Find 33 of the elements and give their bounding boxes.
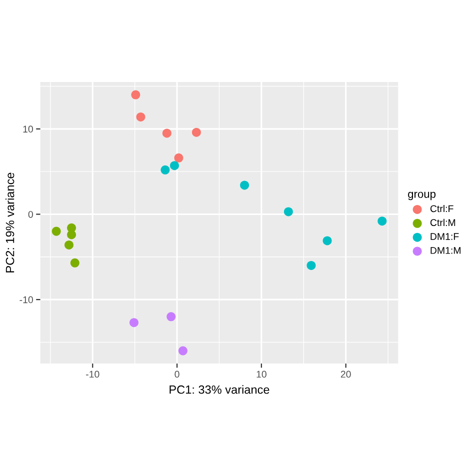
- point: [131, 90, 140, 100]
- point: [170, 161, 179, 170]
- x-tick-label: 0: [174, 370, 180, 378]
- point: [64, 240, 74, 250]
- y-axis-title: PC2: 19% variance: [6, 172, 14, 272]
- point: [178, 346, 188, 356]
- y-tick-label: -10: [20, 296, 33, 304]
- legend-label: DM1:F: [430, 233, 459, 240]
- point: [378, 216, 387, 226]
- point: [129, 318, 138, 328]
- point: [162, 128, 172, 138]
- point: [166, 312, 176, 322]
- legend-label: Ctrl:F: [430, 204, 454, 212]
- x-axis-title: PC1: 33% variance: [170, 385, 270, 394]
- y-tick-label: 0: [28, 210, 33, 218]
- legend-title: group: [408, 192, 436, 200]
- point: [70, 258, 80, 268]
- x-tick-label: 20: [340, 370, 351, 378]
- point: [174, 153, 184, 162]
- point: [306, 260, 316, 270]
- point: [160, 165, 170, 174]
- point: [67, 230, 76, 240]
- legend-label: DM1:M: [430, 247, 460, 254]
- point: [136, 112, 146, 122]
- y-tick-label: 10: [23, 126, 33, 133]
- legend-label: Ctrl:M: [430, 218, 456, 226]
- x-tick-label: -10: [86, 370, 100, 378]
- point: [52, 226, 61, 236]
- point: [284, 207, 293, 216]
- point: [192, 128, 201, 137]
- point: [322, 236, 332, 246]
- point: [240, 180, 250, 190]
- x-tick-label: 10: [256, 370, 266, 378]
